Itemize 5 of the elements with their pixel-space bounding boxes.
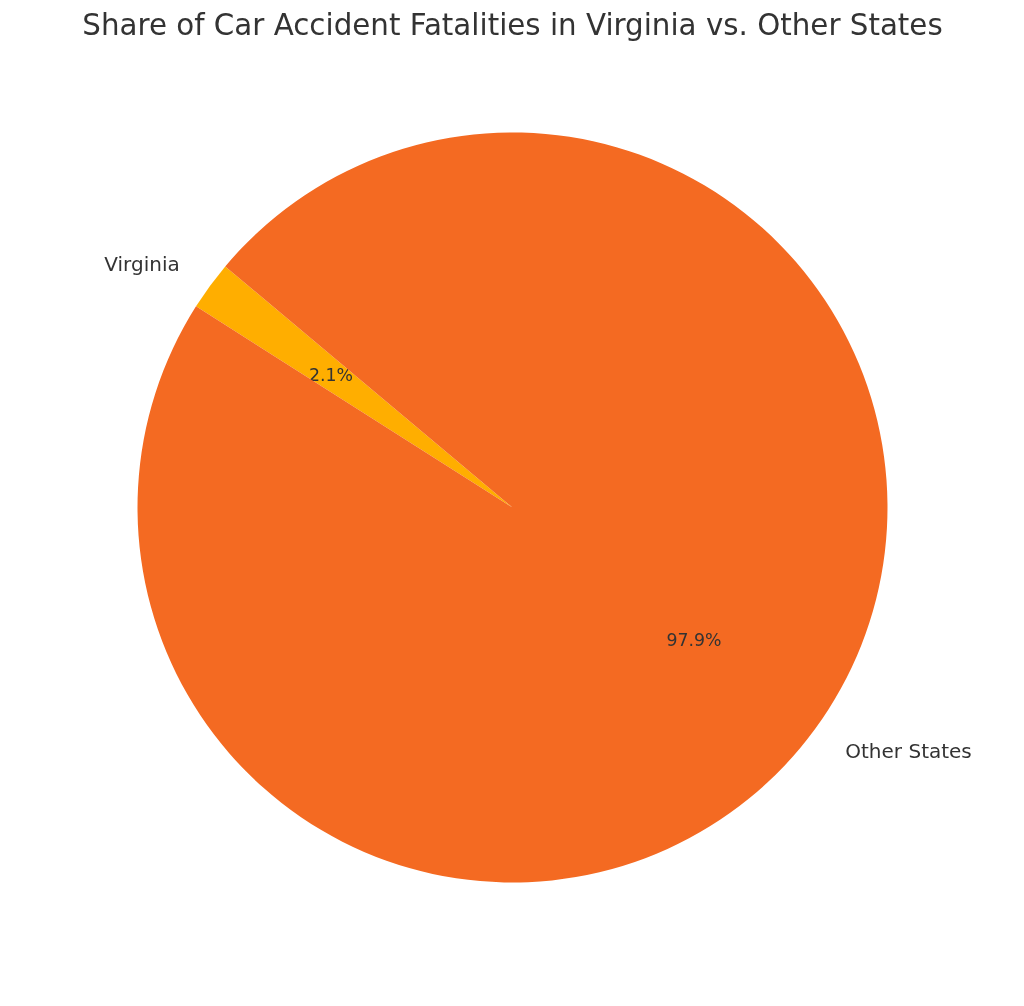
slice-label: Virginia	[104, 251, 180, 276]
data-label: 2.1%	[308, 364, 353, 385]
data-label: 97.9%	[666, 630, 722, 651]
chart-title: Share of Car Accident Fatalities in Virginia vs. Other States	[82, 7, 943, 42]
slice-label: Other States	[845, 739, 972, 764]
